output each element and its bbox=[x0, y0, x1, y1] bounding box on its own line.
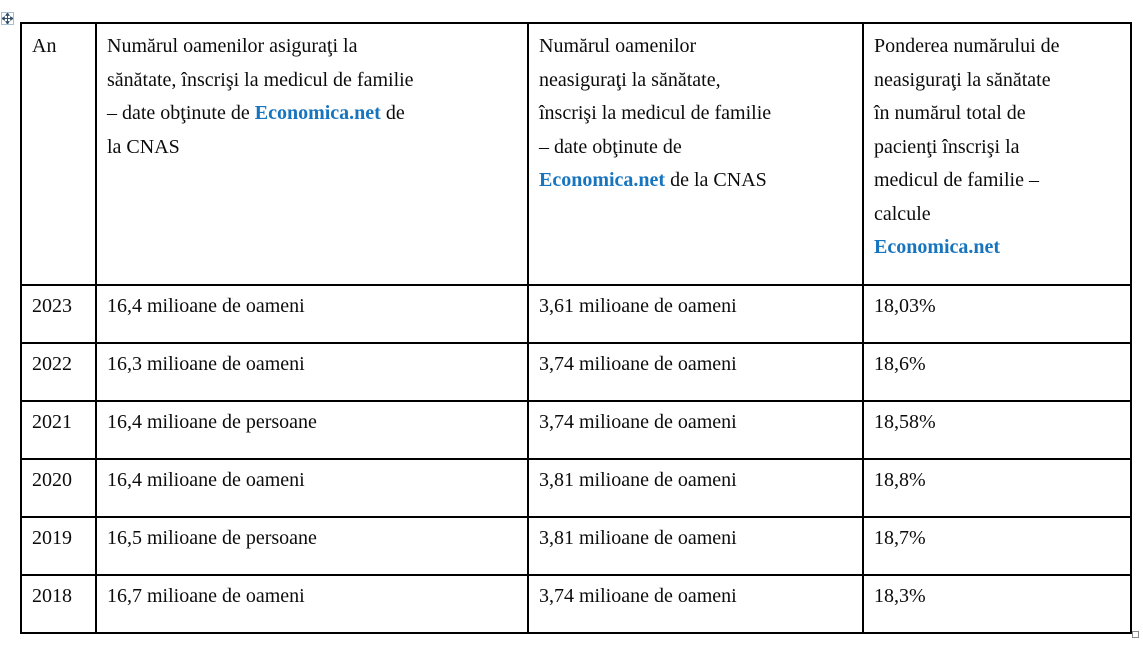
cell-year[interactable]: 2018 bbox=[20, 574, 97, 634]
text-segment: An bbox=[32, 35, 57, 57]
cell-share[interactable]: 18,58% bbox=[862, 400, 1132, 460]
table-resize-handle[interactable] bbox=[1132, 631, 1139, 638]
brand-economica-net: Economica.net bbox=[254, 102, 381, 124]
cell-insured[interactable]: 16,4 milioane de oameni bbox=[95, 458, 529, 518]
text-segment: medicul de familie – bbox=[874, 169, 1039, 191]
text-segment: Ponderea numărului de bbox=[874, 35, 1060, 57]
table-row: 2018 16,7 milioane de oameni 3,74 milioa… bbox=[20, 574, 1132, 634]
cell-year[interactable]: 2023 bbox=[20, 284, 97, 344]
text-segment: neasiguraţi la sănătate, bbox=[539, 68, 721, 91]
text-segment: în numărul total de bbox=[874, 102, 1026, 124]
table-row: 2023 16,4 milioane de oameni 3,61 milioa… bbox=[20, 284, 1132, 344]
cell-share[interactable]: 18,7% bbox=[862, 516, 1132, 576]
header-cell-share[interactable]: Ponderea numărului de neasiguraţi la sănă… bbox=[862, 22, 1132, 286]
cell-share[interactable]: 18,03% bbox=[862, 284, 1132, 344]
text-segment: – date obţinute de bbox=[539, 135, 682, 158]
cell-share[interactable]: 18,6% bbox=[862, 342, 1132, 402]
table-move-handle-icon[interactable] bbox=[1, 12, 14, 25]
brand-economica-net: Economica.net bbox=[874, 236, 1001, 258]
text-segment: la CNAS bbox=[107, 135, 180, 158]
cell-year[interactable]: 2022 bbox=[20, 342, 97, 402]
brand-economica-net: Economica.net bbox=[539, 169, 666, 191]
table-row: 2019 16,5 milioane de persoane 3,81 mili… bbox=[20, 516, 1132, 576]
four-way-arrow-icon bbox=[2, 13, 13, 24]
cell-insured[interactable]: 16,4 milioane de oameni bbox=[95, 284, 529, 344]
text-segment: de la CNAS bbox=[665, 169, 767, 191]
health-insurance-table: An Numărul oamenilor asiguraţi la sănătat… bbox=[20, 22, 1132, 634]
cell-uninsured[interactable]: 3,61 milioane de oameni bbox=[527, 284, 864, 344]
text-segment: de bbox=[380, 102, 405, 124]
text-segment: neasiguraţi la sănătate bbox=[874, 68, 1051, 91]
cell-year[interactable]: 2020 bbox=[20, 458, 97, 518]
text-segment: pacienţi înscrişi la bbox=[874, 135, 1020, 158]
cell-year[interactable]: 2019 bbox=[20, 516, 97, 576]
table-row: 2020 16,4 milioane de oameni 3,81 milioa… bbox=[20, 458, 1132, 518]
table-row: 2021 16,4 milioane de persoane 3,74 mili… bbox=[20, 400, 1132, 460]
text-segment: – date obţinute de bbox=[107, 102, 255, 124]
cell-share[interactable]: 18,8% bbox=[862, 458, 1132, 518]
text-segment: sănătate, înscrişi la medicul de familie bbox=[107, 68, 414, 91]
cell-uninsured[interactable]: 3,74 milioane de oameni bbox=[527, 342, 864, 402]
text-segment: calcule bbox=[874, 202, 931, 225]
text-segment: Numărul oamenilor asiguraţi la bbox=[107, 35, 358, 57]
header-cell-uninsured[interactable]: Numărul oamenilor neasiguraţi la sănătate… bbox=[527, 22, 864, 286]
cell-insured[interactable]: 16,7 milioane de oameni bbox=[95, 574, 529, 634]
cell-uninsured[interactable]: 3,81 milioane de oameni bbox=[527, 458, 864, 518]
text-segment: înscrişi la medicul de familie bbox=[539, 102, 772, 124]
cell-uninsured[interactable]: 3,81 milioane de oameni bbox=[527, 516, 864, 576]
cell-insured[interactable]: 16,4 milioane de persoane bbox=[95, 400, 529, 460]
cell-year[interactable]: 2021 bbox=[20, 400, 97, 460]
text-segment: Numărul oamenilor bbox=[539, 35, 697, 57]
cell-uninsured[interactable]: 3,74 milioane de oameni bbox=[527, 574, 864, 634]
cell-uninsured[interactable]: 3,74 milioane de oameni bbox=[527, 400, 864, 460]
table-row: 2022 16,3 milioane de oameni 3,74 milioa… bbox=[20, 342, 1132, 402]
header-cell-year[interactable]: An bbox=[20, 22, 97, 286]
cell-insured[interactable]: 16,5 milioane de persoane bbox=[95, 516, 529, 576]
header-row: An Numărul oamenilor asiguraţi la sănătat… bbox=[20, 22, 1132, 286]
header-cell-insured[interactable]: Numărul oamenilor asiguraţi la sănătate, … bbox=[95, 22, 529, 286]
cell-share[interactable]: 18,3% bbox=[862, 574, 1132, 634]
cell-insured[interactable]: 16,3 milioane de oameni bbox=[95, 342, 529, 402]
